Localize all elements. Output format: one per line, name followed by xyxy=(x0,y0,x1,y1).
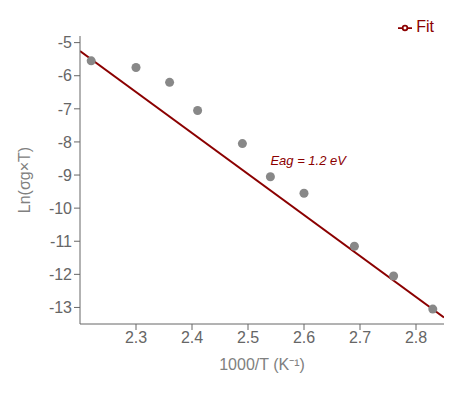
svg-text:-8: -8 xyxy=(58,134,72,151)
svg-text:Eag = 1.2 eV: Eag = 1.2 eV xyxy=(270,153,347,168)
svg-text:-12: -12 xyxy=(49,266,72,283)
svg-text:Ln(σg×T): Ln(σg×T) xyxy=(16,147,33,213)
svg-text:2.4: 2.4 xyxy=(181,329,203,346)
svg-text:-11: -11 xyxy=(50,233,72,250)
svg-text:1000/T (K⁻¹): 1000/T (K⁻¹) xyxy=(219,356,305,373)
svg-text:2.6: 2.6 xyxy=(293,329,315,346)
svg-text:2.7: 2.7 xyxy=(349,329,371,346)
svg-text:2.8: 2.8 xyxy=(405,329,427,346)
svg-text:-9: -9 xyxy=(58,167,72,184)
svg-text:2.3: 2.3 xyxy=(125,329,147,346)
html-text:Fit: Fit xyxy=(416,18,434,35)
svg-text:-6: -6 xyxy=(58,67,72,84)
svg-text:-13: -13 xyxy=(49,299,72,316)
svg-text:-7: -7 xyxy=(58,101,72,118)
svg-text:-5: -5 xyxy=(58,34,72,51)
svg-text:-10: -10 xyxy=(49,200,72,217)
svg-text:2.5: 2.5 xyxy=(237,329,259,346)
